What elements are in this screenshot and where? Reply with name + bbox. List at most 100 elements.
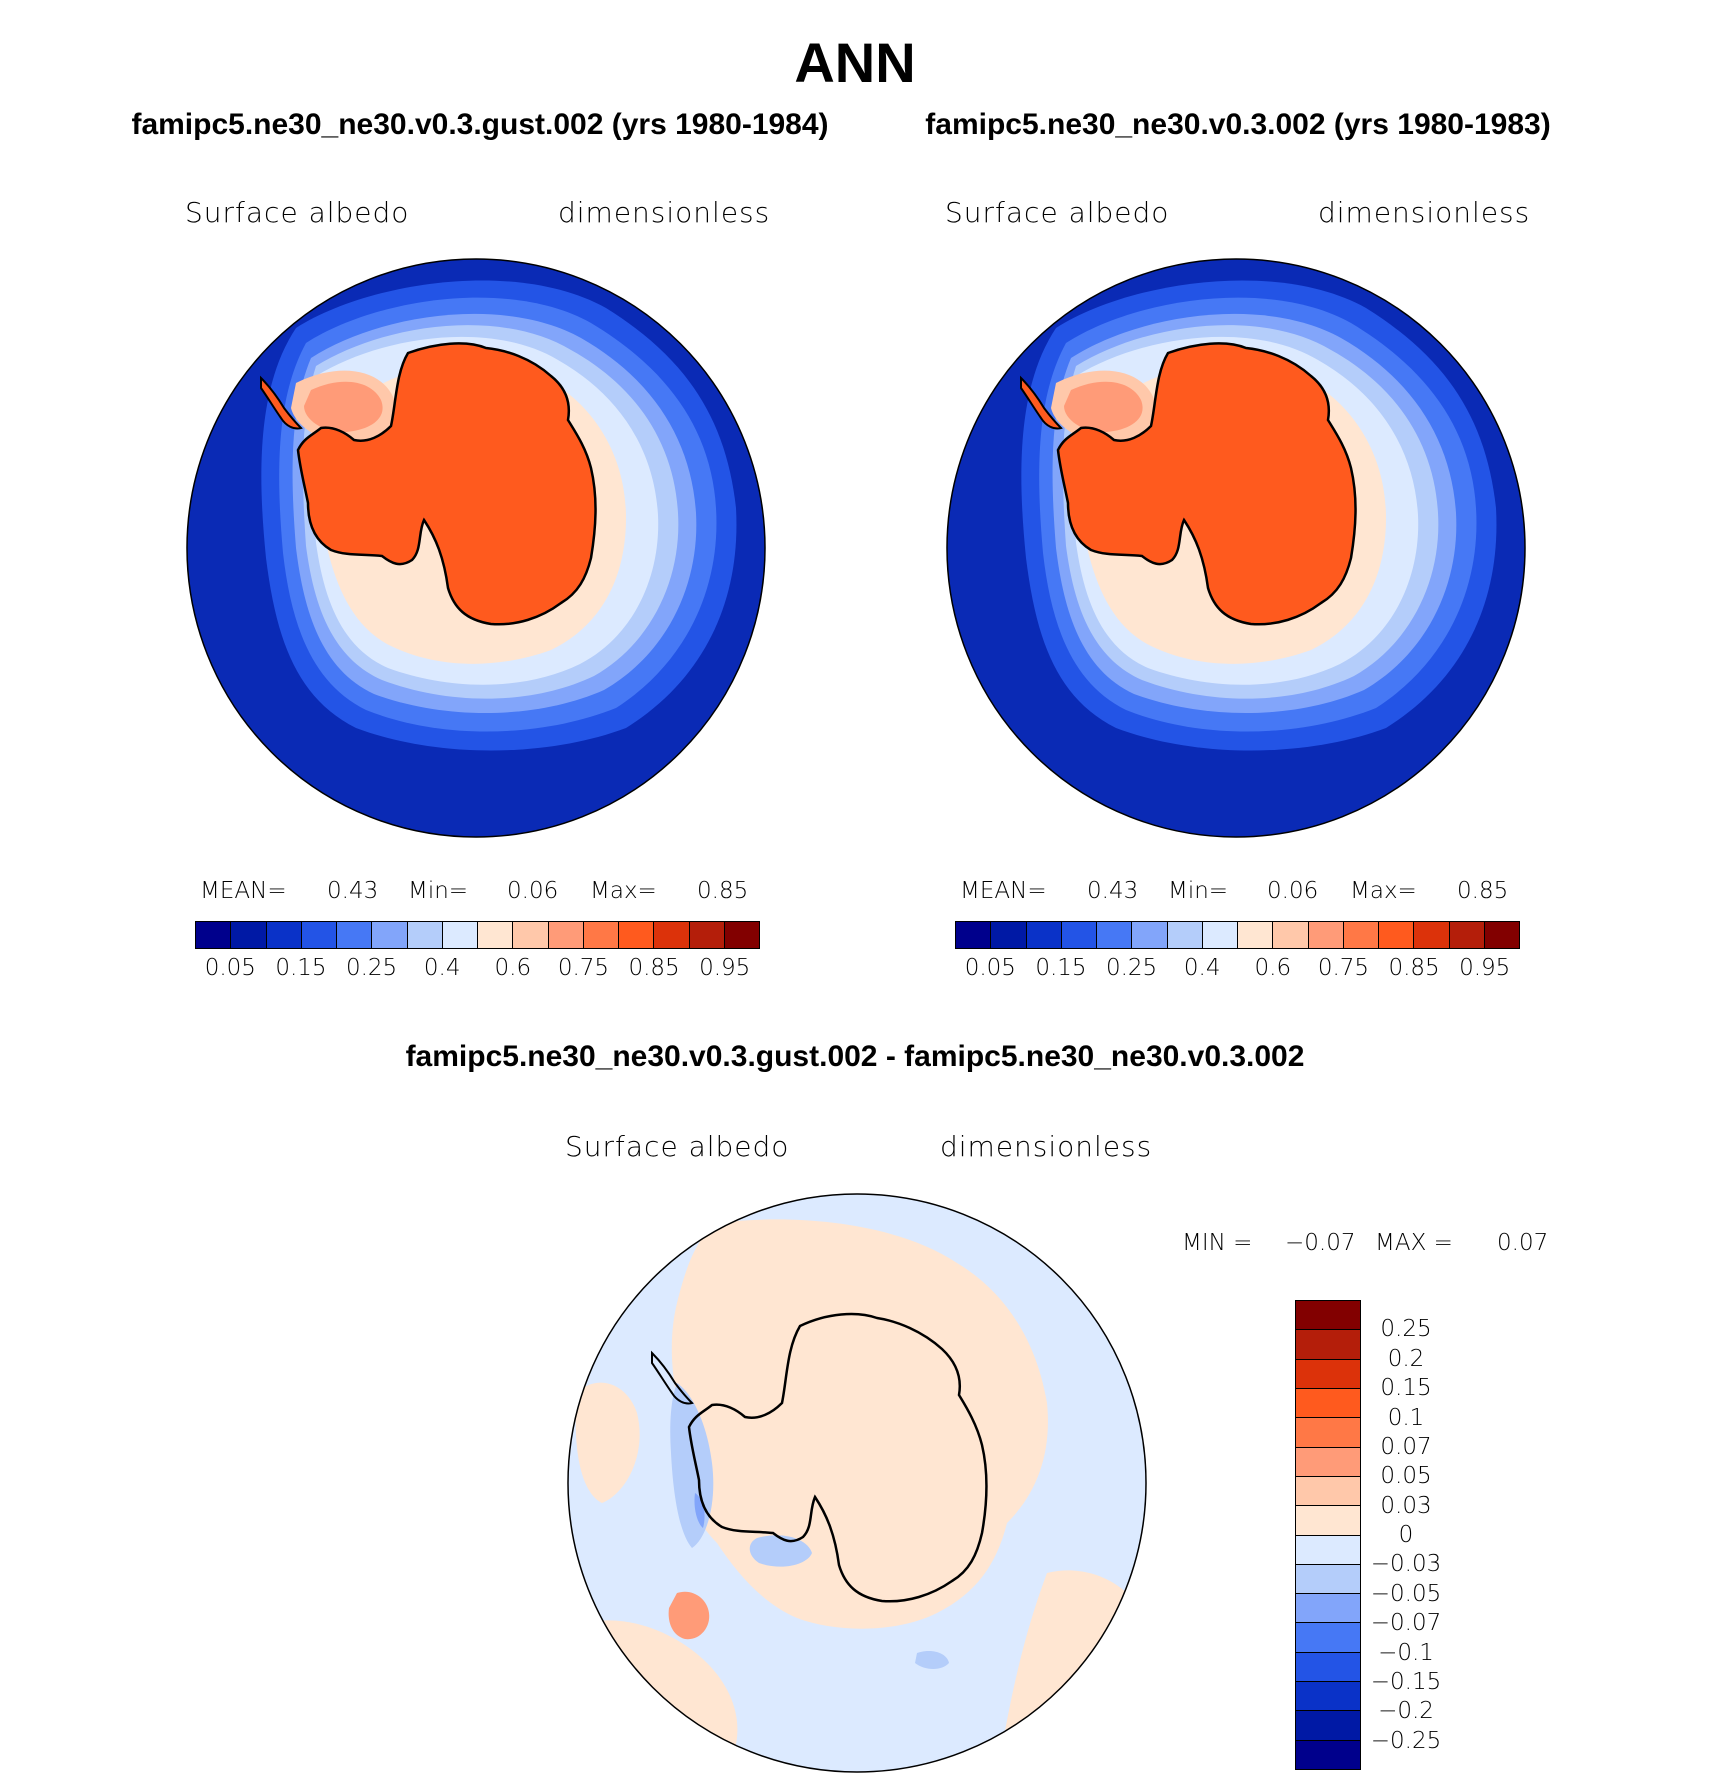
panel2-colorbar-swatch	[991, 922, 1027, 948]
diff-colorbar-swatch	[1296, 1623, 1360, 1653]
panel1-peninsula	[260, 375, 303, 430]
panel1-max-value: 0.85	[697, 878, 749, 904]
panel2-colorbar-tick-label: 0.25	[1105, 955, 1158, 981]
panel2-case-title: famipc5.ne30_ne30.v0.3.002 (yrs 1980-198…	[925, 108, 1551, 141]
diff-positive-region-a	[671, 1219, 1048, 1629]
panel1-colorbar-swatch	[407, 922, 443, 948]
panel1-colorbar-swatch	[266, 922, 302, 948]
panel2-colorbar-swatch	[1132, 922, 1168, 948]
diff-variable-label: Surface albedo	[565, 1130, 790, 1163]
panel2-colorbar-swatch	[1238, 922, 1274, 948]
panel1-colorbar-tick-label: 0.6	[494, 955, 532, 981]
diff-case-title: famipc5.ne30_ne30.v0.3.gust.002 - famipc…	[405, 1040, 1305, 1073]
panel2-colorbar-tick-label: 0.05	[964, 955, 1016, 981]
diff-colorbar-swatch	[1296, 1682, 1360, 1712]
diff-colorbar-tick-label: 0.05	[1380, 1463, 1432, 1490]
diff-colorbar	[1295, 1300, 1361, 1770]
panel1-variable-label: Surface albedo	[185, 196, 410, 229]
diff-colorbar-tick-label: 0.03	[1380, 1492, 1432, 1519]
figure-title: ANN	[794, 31, 916, 94]
panel1-colorbar-swatch	[619, 922, 655, 948]
diff-colorbar-swatch	[1296, 1476, 1360, 1507]
diff-colorbar-swatch	[1296, 1535, 1360, 1565]
panel2-peninsula	[1020, 375, 1063, 430]
diff-antarctica-outline	[687, 1312, 988, 1603]
panel2-colorbar-tick-label: 0.75	[1317, 955, 1370, 981]
panel1-colorbar-tick-label: 0.05	[204, 955, 256, 981]
diff-colorbar-swatch	[1296, 1711, 1360, 1741]
diff-negative-strong	[694, 1493, 705, 1528]
diff-max-label: MAX =	[1375, 1230, 1453, 1256]
panel1-colorbar-tick-label: 0.75	[557, 955, 610, 981]
diff-colorbar-tick-label: −0.03	[1370, 1551, 1442, 1578]
diff-colorbar-swatch	[1296, 1506, 1360, 1536]
diff-min-value: −0.07	[1285, 1230, 1356, 1256]
diff-colorbar-tick-label: 0	[1398, 1522, 1414, 1548]
panel1-seaice-orange	[304, 381, 383, 433]
diff-colorbar-swatch	[1296, 1388, 1360, 1419]
panel2-colorbar-swatch	[1026, 922, 1062, 948]
diff-colorbar-swatch	[1296, 1418, 1360, 1448]
panel1-colorbar-tick-label: 0.85	[628, 955, 680, 981]
diff-units-label: dimensionless	[940, 1130, 1153, 1163]
panel2-colorbar-swatch	[1379, 922, 1415, 948]
panel2-colorbar-swatch	[1061, 922, 1097, 948]
panel2-mean-label: MEAN=	[960, 878, 1047, 904]
diff-colorbar-swatch	[1296, 1740, 1360, 1769]
panel2-colorbar-swatch	[956, 922, 992, 948]
panel2-colorbar-swatch	[1449, 922, 1485, 948]
panel2-min-value: 0.06	[1267, 878, 1319, 904]
diff-positive-strong	[668, 1591, 710, 1640]
panel2-colorbar	[955, 921, 1520, 949]
panel1-colorbar-tick-label: 0.15	[275, 955, 327, 981]
diff-colorbar-tick-label: −0.07	[1370, 1610, 1442, 1637]
diff-polar-map	[567, 1193, 1147, 1773]
diff-max-value: 0.07	[1497, 1230, 1549, 1256]
panel1-mean-value: 0.43	[327, 878, 379, 904]
panel1-colorbar-swatch	[231, 922, 267, 948]
panel2-colorbar-swatch	[1273, 922, 1309, 948]
diff-colorbar-tick-label: −0.15	[1370, 1668, 1442, 1695]
panel2-units-label: dimensionless	[1318, 196, 1531, 229]
panel1-colorbar-tick-label: 0.4	[423, 955, 461, 981]
diff-colorbar-tick-label: −0.2	[1378, 1698, 1434, 1725]
panel2-colorbar-swatch	[1202, 922, 1238, 948]
panel2-mean-value: 0.43	[1087, 878, 1139, 904]
panel1-antarctica	[296, 342, 597, 626]
diff-colorbar-tick-label: 0.25	[1380, 1316, 1432, 1343]
panel1-colorbar-swatch	[724, 922, 759, 948]
diff-colorbar-swatch	[1296, 1564, 1360, 1595]
diff-colorbar-swatch	[1296, 1447, 1360, 1477]
diff-min-label: MIN =	[1182, 1230, 1253, 1256]
panel1-colorbar-tick-label: 0.95	[699, 955, 751, 981]
panel2-max-value: 0.85	[1457, 878, 1509, 904]
panel1-min-value: 0.06	[507, 878, 559, 904]
panel2-colorbar-tick-label: 0.95	[1459, 955, 1511, 981]
panel1-colorbar-swatch	[372, 922, 408, 948]
panel1-case-title: famipc5.ne30_ne30.v0.3.gust.002 (yrs 198…	[131, 108, 829, 141]
panel2-colorbar-tick-label: 0.85	[1388, 955, 1440, 981]
panel2-colorbar-swatch	[1484, 922, 1519, 948]
panel2-colorbar-tick-label: 0.15	[1035, 955, 1087, 981]
diff-colorbar-tick-label: 0.1	[1387, 1404, 1425, 1431]
panel1-polar-map	[186, 258, 766, 838]
panel1-colorbar-swatch	[548, 922, 584, 948]
diff-colorbar-tick-label: 0.15	[1380, 1375, 1432, 1402]
panel2-colorbar-swatch	[1343, 922, 1379, 948]
diff-negative-region-b	[749, 1535, 812, 1567]
panel1-mean-label: MEAN=	[200, 878, 287, 904]
diff-colorbar-swatch	[1296, 1330, 1360, 1360]
panel2-colorbar-swatch	[1097, 922, 1133, 948]
panel2-colorbar-swatch	[1167, 922, 1203, 948]
diff-colorbar-swatch	[1296, 1301, 1360, 1331]
diff-colorbar-tick-label: 0.07	[1380, 1433, 1432, 1460]
panel1-colorbar-swatch	[442, 922, 478, 948]
panel1-min-label: Min=	[408, 878, 469, 904]
diff-colorbar-swatch	[1296, 1359, 1360, 1389]
diff-colorbar-swatch	[1296, 1652, 1360, 1683]
panel1-colorbar	[195, 921, 760, 949]
panel2-seaice-orange	[1064, 381, 1143, 433]
panel1-colorbar-swatch	[689, 922, 725, 948]
diff-colorbar-tick-label: −0.1	[1378, 1639, 1434, 1666]
diff-colorbar-swatch	[1296, 1594, 1360, 1624]
